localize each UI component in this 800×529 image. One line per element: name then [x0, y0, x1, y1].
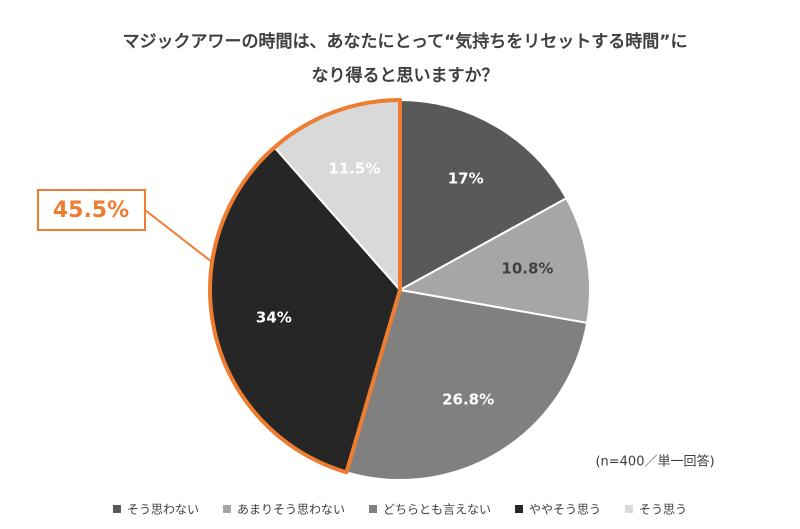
legend-label: そう思わない: [127, 503, 199, 517]
annotation: 45.5%: [53, 198, 129, 223]
legend-label: そう思う: [639, 503, 687, 517]
legend-swatch: [368, 505, 377, 513]
annotation-box: [37, 189, 146, 231]
legend-label: どちらとも言えない: [383, 503, 491, 517]
pie-slice: [399, 98, 568, 292]
pie-slice: [397, 196, 591, 325]
legend-swatch: [222, 505, 231, 513]
highlight-outline: [208, 98, 402, 475]
legend-swatch: [112, 505, 121, 513]
annotation-leader: [144, 209, 213, 263]
data-label: 17%: [448, 169, 484, 187]
legend-swatch: [625, 505, 634, 513]
pie-slice: [345, 288, 589, 481]
data-label: 34%: [256, 308, 292, 326]
chart-title: マジックアワーの時間は、あなたにとって“気持ちをリセットする時間”に: [123, 31, 688, 52]
sample-note: (n=400／単一回答): [595, 454, 714, 470]
data-label: 11.5%: [328, 160, 380, 178]
data-label: 10.8%: [501, 259, 553, 277]
legend-swatch: [515, 505, 524, 513]
data-label: 26.8%: [442, 390, 494, 408]
legend-label: あまりそう思わない: [237, 503, 345, 517]
chart-title: なり得ると思いますか？: [312, 65, 499, 86]
legend-label: ややそう思う: [529, 503, 601, 517]
